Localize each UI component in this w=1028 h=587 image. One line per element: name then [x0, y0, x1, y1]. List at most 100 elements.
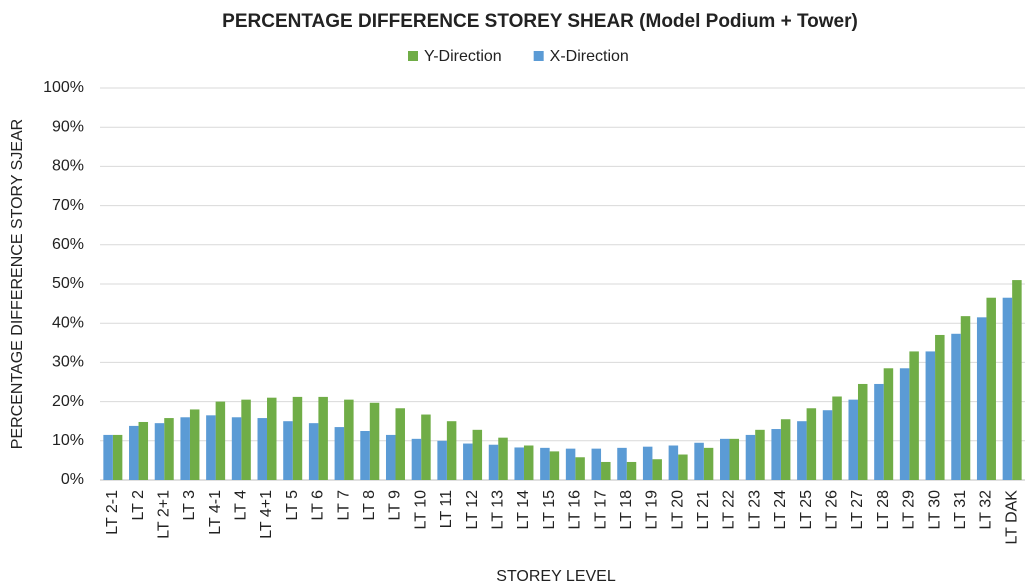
bar: [729, 438, 740, 480]
x-tick-label: LT 19: [644, 490, 661, 530]
x-tick-label: LT 26: [824, 490, 841, 530]
bar: [540, 447, 550, 480]
y-tick-label: 30%: [52, 354, 84, 371]
bar: [206, 415, 216, 480]
bar: [138, 421, 149, 480]
x-tick-label: LT 23: [746, 490, 763, 530]
x-tick-label: LT 4-1: [207, 490, 224, 535]
y-tick-label: 100%: [43, 79, 84, 96]
bar: [755, 429, 765, 480]
x-tick-label: LT 6: [310, 490, 327, 521]
bar: [344, 399, 354, 480]
x-tick-label: LT 5: [284, 490, 301, 521]
bar: [745, 434, 756, 480]
bar: [591, 448, 602, 480]
bar: [1012, 280, 1022, 480]
bar: [832, 396, 842, 480]
bar: [806, 408, 817, 480]
bar: [446, 421, 457, 480]
bar: [318, 396, 328, 480]
bar: [514, 447, 524, 480]
x-tick-label: LT 22: [721, 490, 738, 530]
bar: [883, 368, 894, 480]
bar: [678, 454, 688, 480]
x-tick-label: LT 9: [387, 490, 404, 521]
y-axis-title: PERCENTAGE DIFFERENCE STORY SJEAR: [9, 119, 26, 449]
bar: [267, 397, 277, 480]
x-tick-label: LT 2-1: [104, 490, 121, 535]
bar: [472, 429, 483, 480]
bar: [283, 421, 293, 480]
x-tick-label: LT 32: [978, 490, 995, 530]
bar: [103, 434, 113, 480]
bar: [437, 440, 447, 480]
x-tick-label: LT 27: [849, 490, 866, 530]
bar: [292, 396, 303, 480]
chart-title: PERCENTAGE DIFFERENCE STOREY SHEAR (Mode…: [222, 11, 858, 32]
y-tick-label: 60%: [52, 236, 84, 253]
bar: [642, 446, 653, 480]
x-tick-label: LT 15: [541, 490, 558, 530]
bar: [463, 443, 473, 480]
bar: [215, 401, 226, 480]
bar: [960, 316, 971, 480]
x-tick-label: LT 2+1: [155, 490, 172, 539]
x-tick-label: LT 3: [181, 490, 198, 521]
x-tick-label: LT 13: [489, 490, 506, 530]
bar: [360, 431, 370, 480]
x-tick-label: LT 31: [952, 490, 969, 530]
bar: [565, 448, 576, 480]
x-tick-label: LT 20: [669, 490, 686, 530]
y-tick-label: 50%: [52, 275, 84, 292]
bar: [164, 418, 174, 480]
bar: [601, 461, 611, 480]
bar: [549, 451, 560, 480]
legend-label: X-Direction: [550, 48, 629, 65]
x-tick-label: LT 30: [926, 490, 943, 530]
bar: [488, 444, 499, 480]
y-tick-label: 10%: [52, 432, 84, 449]
bar: [694, 442, 704, 480]
x-axis-title: STOREY LEVEL: [496, 568, 616, 585]
bar: [395, 408, 405, 480]
x-tick-label: LT 24: [772, 490, 789, 530]
bar: [498, 437, 508, 480]
bar: [308, 423, 319, 480]
y-tick-label: 70%: [52, 197, 84, 214]
bar: [668, 445, 679, 480]
bar: [241, 399, 251, 480]
x-tick-label: LT 29: [901, 490, 918, 530]
x-tick-label: LT 17: [592, 490, 609, 530]
legend-label: Y-Direction: [424, 48, 502, 65]
bar: [411, 438, 422, 480]
y-tick-label: 20%: [52, 393, 84, 410]
x-tick-label: LT 4: [233, 490, 250, 521]
bar: [986, 297, 996, 480]
bar: [780, 419, 791, 480]
y-tick-label: 80%: [52, 158, 84, 175]
bar: [189, 409, 200, 480]
bar: [899, 368, 910, 480]
y-tick-label: 40%: [52, 314, 84, 331]
x-tick-label: LT 18: [618, 490, 635, 530]
bar: [771, 429, 781, 480]
bar: [925, 351, 936, 480]
bar: [857, 383, 868, 480]
bar: [848, 399, 858, 480]
bar: [334, 427, 345, 480]
x-tick-label: LT 21: [695, 490, 712, 530]
x-tick-label: LT 25: [798, 490, 815, 530]
bar: [617, 447, 627, 480]
bar: [231, 417, 242, 480]
bar: [523, 445, 534, 480]
legend-swatch: [533, 51, 544, 61]
y-tick-label: 90%: [52, 118, 84, 135]
bar: [652, 459, 662, 480]
y-tick-label: 0%: [61, 471, 84, 488]
bar: [935, 334, 945, 480]
x-tick-label: LT 10: [412, 490, 429, 530]
bar: [129, 425, 139, 480]
x-tick-label: LT 16: [567, 490, 584, 530]
x-tick-label: LT 2: [130, 490, 147, 521]
